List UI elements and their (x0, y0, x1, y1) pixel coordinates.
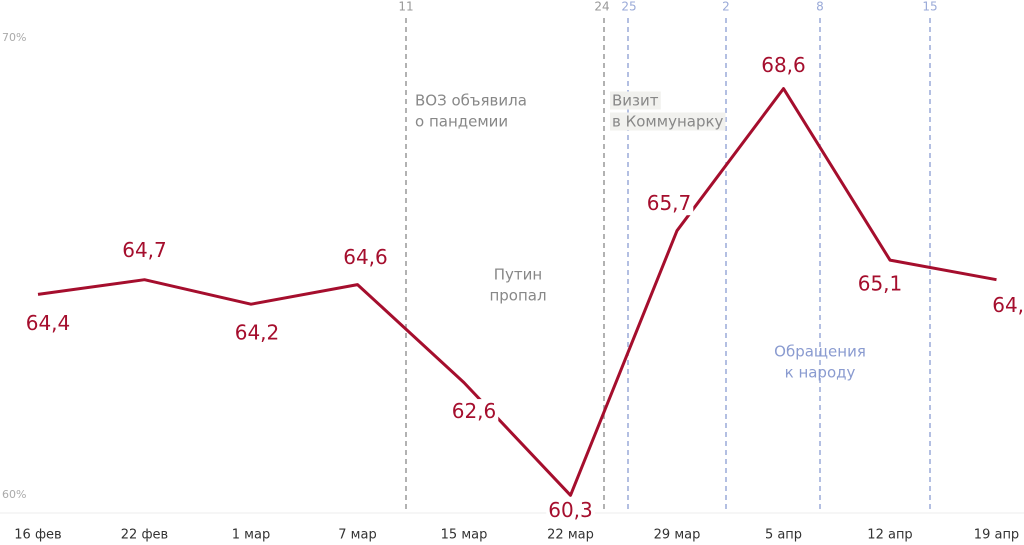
value-label-bg (232, 320, 282, 345)
annotation-bg (610, 112, 726, 131)
x-tick-label: 5 апр (765, 528, 802, 543)
annotation: ВОЗ объявила (415, 92, 527, 110)
value-label-bg (644, 191, 694, 216)
value-label: 62,6 (452, 399, 497, 423)
annotation-bg (610, 91, 661, 110)
x-tick-label: 29 мар (654, 528, 701, 543)
value-label: 64,7 (992, 293, 1024, 317)
event-label: 24 (594, 0, 609, 14)
annotation: Путин (494, 266, 542, 284)
value-label: 64,4 (26, 311, 71, 335)
annotation: Обращения (774, 343, 866, 361)
event-label: 15 (922, 0, 937, 14)
value-label: 64,2 (235, 321, 280, 345)
value-label: 64,7 (122, 238, 167, 262)
x-tick-label: 19 апр (974, 528, 1019, 543)
annotation: к народу (785, 364, 856, 382)
annotation: Визит (612, 92, 659, 110)
value-label-bg (855, 271, 905, 296)
annotation: в Коммунарку (612, 113, 724, 131)
value-label-bg (23, 310, 73, 335)
x-tick-label: 7 мар (338, 528, 376, 543)
event-label: 11 (398, 0, 413, 14)
value-label-bg (546, 497, 595, 522)
value-label: 65,1 (858, 272, 903, 296)
value-label: 65,7 (647, 191, 692, 215)
x-tick-label: 22 фев (121, 528, 168, 543)
value-label-bg (990, 293, 1024, 318)
x-tick-label: 1 мар (232, 528, 270, 543)
event-label: 8 (816, 0, 824, 14)
value-label: 60,3 (548, 498, 593, 522)
value-label-bg (449, 399, 499, 424)
y-tick-label: 60% (2, 488, 26, 501)
value-label-bg (120, 238, 169, 263)
x-tick-label: 22 мар (547, 528, 594, 543)
x-tick-label: 16 фев (14, 528, 61, 543)
value-label: 68,6 (761, 53, 806, 77)
y-tick-label: 70% (2, 31, 26, 44)
x-tick-label: 12 апр (867, 528, 912, 543)
event-label: 2 (722, 0, 730, 14)
data-line (37, 87, 997, 497)
annotation: о пандемии (415, 113, 508, 131)
value-label-bg (759, 53, 808, 78)
annotation: пропал (489, 287, 546, 305)
value-label-bg (341, 245, 390, 270)
x-tick-label: 15 мар (441, 528, 488, 543)
event-label: 25 (621, 0, 636, 14)
value-label: 64,6 (343, 245, 388, 269)
